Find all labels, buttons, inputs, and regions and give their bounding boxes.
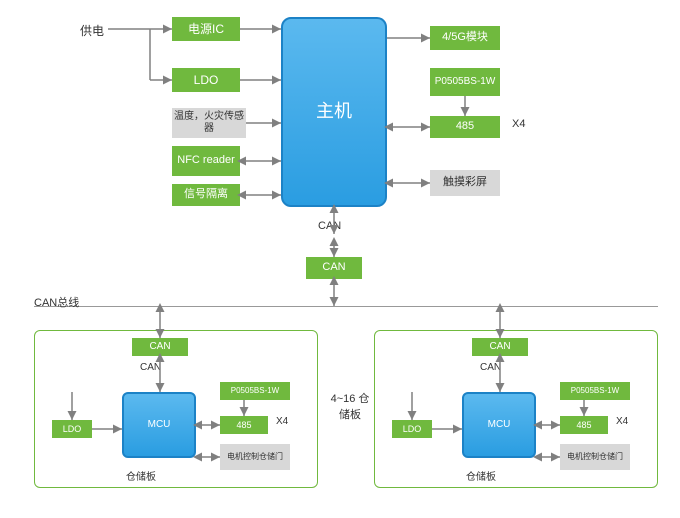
supply-label: 供电 [80, 22, 104, 39]
p1-p0505-node: P0505BS-1W [220, 382, 290, 400]
p1-can-node: CAN [132, 338, 188, 356]
ldo-node: LDO [172, 68, 240, 92]
host-node: 主机 [281, 17, 387, 207]
p1-motor-node: 电机控制仓储门 [220, 444, 290, 470]
p2-rs485-node: 485 [560, 416, 608, 434]
x4-label: X4 [512, 118, 525, 130]
45g-module-node: 4/5G模块 [430, 26, 500, 50]
can-bus-label: CAN总线 [34, 294, 79, 310]
mid-count-label: 4~16 仓储板 [330, 390, 370, 422]
rs485-node: 485 [430, 116, 500, 138]
p2-motor-node: 电机控制仓储门 [560, 444, 630, 470]
p1-rs485-node: 485 [220, 416, 268, 434]
p1-name-label: 仓储板 [126, 468, 156, 483]
p2-can-label: CAN [480, 362, 501, 373]
p2-ldo-node: LDO [392, 420, 432, 438]
nfc-reader-node: NFC reader [172, 146, 240, 176]
p1-mcu-node: MCU [122, 392, 196, 458]
p2-x4-label: X4 [616, 416, 628, 427]
can-box: CAN [306, 257, 362, 279]
p1-ldo-node: LDO [52, 420, 92, 438]
p2-p0505-node: P0505BS-1W [560, 382, 630, 400]
p2-name-label: 仓储板 [466, 468, 496, 483]
p1-x4-label: X4 [276, 416, 288, 427]
touchscreen-node: 触摸彩屏 [430, 170, 500, 196]
temp-fire-sensor-node: 温度，火灾传感器 [172, 108, 246, 138]
power-ic-node: 电源IC [172, 17, 240, 41]
can-bus-line [34, 306, 658, 307]
p2-can-node: CAN [472, 338, 528, 356]
signal-isolation-node: 信号隔离 [172, 184, 240, 206]
can-label-top: CAN [318, 220, 341, 232]
p0505-node: P0505BS-1W [430, 68, 500, 96]
p1-can-label: CAN [140, 362, 161, 373]
p2-mcu-node: MCU [462, 392, 536, 458]
